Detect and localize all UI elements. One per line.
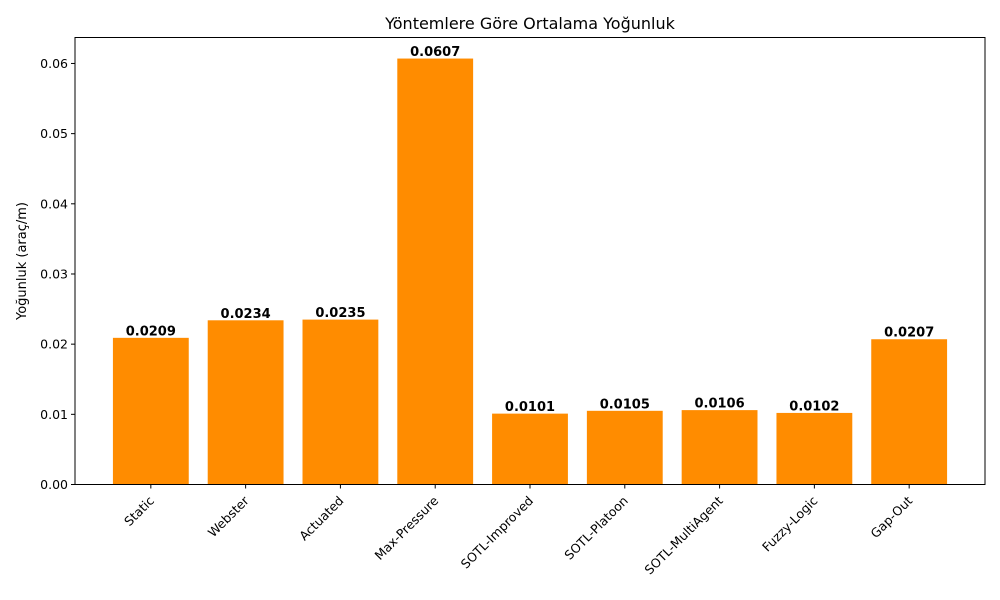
y-tick-label: 0.04 (40, 196, 68, 211)
plot-frame (74, 37, 986, 485)
bar (776, 412, 853, 485)
x-tick-label: Static (121, 493, 157, 529)
bar-value-label: 0.0235 (315, 306, 365, 321)
bar (397, 58, 474, 485)
bar-labels-group: 0.0209 0.0234 0.0235 0.0607 0.0101 0.0105 0.01… (126, 45, 935, 415)
y-tick-label: 0.05 (40, 126, 68, 141)
bar-value-label: 0.0209 (126, 324, 176, 339)
bar (681, 410, 758, 485)
bar-value-label: 0.0101 (505, 400, 555, 415)
bar (112, 337, 189, 485)
x-axis: Static Webster Actuated Max-Pressure SOTL-Im… (121, 484, 915, 577)
bar (871, 339, 948, 485)
bar-value-label: 0.0234 (221, 307, 271, 322)
bar (586, 410, 663, 485)
x-tick-label: Webster (205, 492, 253, 540)
y-tick-label: 0.00 (40, 477, 68, 492)
chart-title: Yöntemlere Göre Ortalama Yoğunluk (384, 14, 676, 33)
bar-value-label: 0.0102 (789, 399, 839, 414)
x-tick-label: Fuzzy-Logic (759, 493, 821, 555)
x-tick-label: SOTL-Platoon (561, 493, 631, 563)
x-tick-label: Max-Pressure (372, 493, 442, 563)
y-tick-label: 0.03 (40, 266, 68, 281)
x-tick-label: Gap-Out (867, 493, 915, 541)
y-tick-label: 0.01 (40, 407, 68, 422)
bar-value-label: 0.0106 (694, 397, 744, 412)
bar (302, 319, 379, 485)
x-tick-label: SOTL-Improved (458, 493, 536, 571)
y-tick-label: 0.02 (40, 337, 68, 352)
y-axis-label: Yoğunluk (araç/m) (15, 202, 30, 321)
bars-group (112, 58, 948, 485)
bar-value-label: 0.0105 (600, 397, 650, 412)
y-axis: 0.00 0.01 0.02 0.03 0.04 0.05 0.06 (40, 56, 75, 492)
y-tick-label: 0.06 (40, 56, 68, 71)
bar (207, 320, 284, 485)
bar (492, 413, 568, 485)
bar-value-label: 0.0607 (410, 45, 460, 60)
x-tick-label: SOTL-MultiAgent (641, 493, 725, 577)
x-tick-label: Actuated (296, 493, 346, 543)
bar-value-label: 0.0207 (884, 326, 934, 341)
